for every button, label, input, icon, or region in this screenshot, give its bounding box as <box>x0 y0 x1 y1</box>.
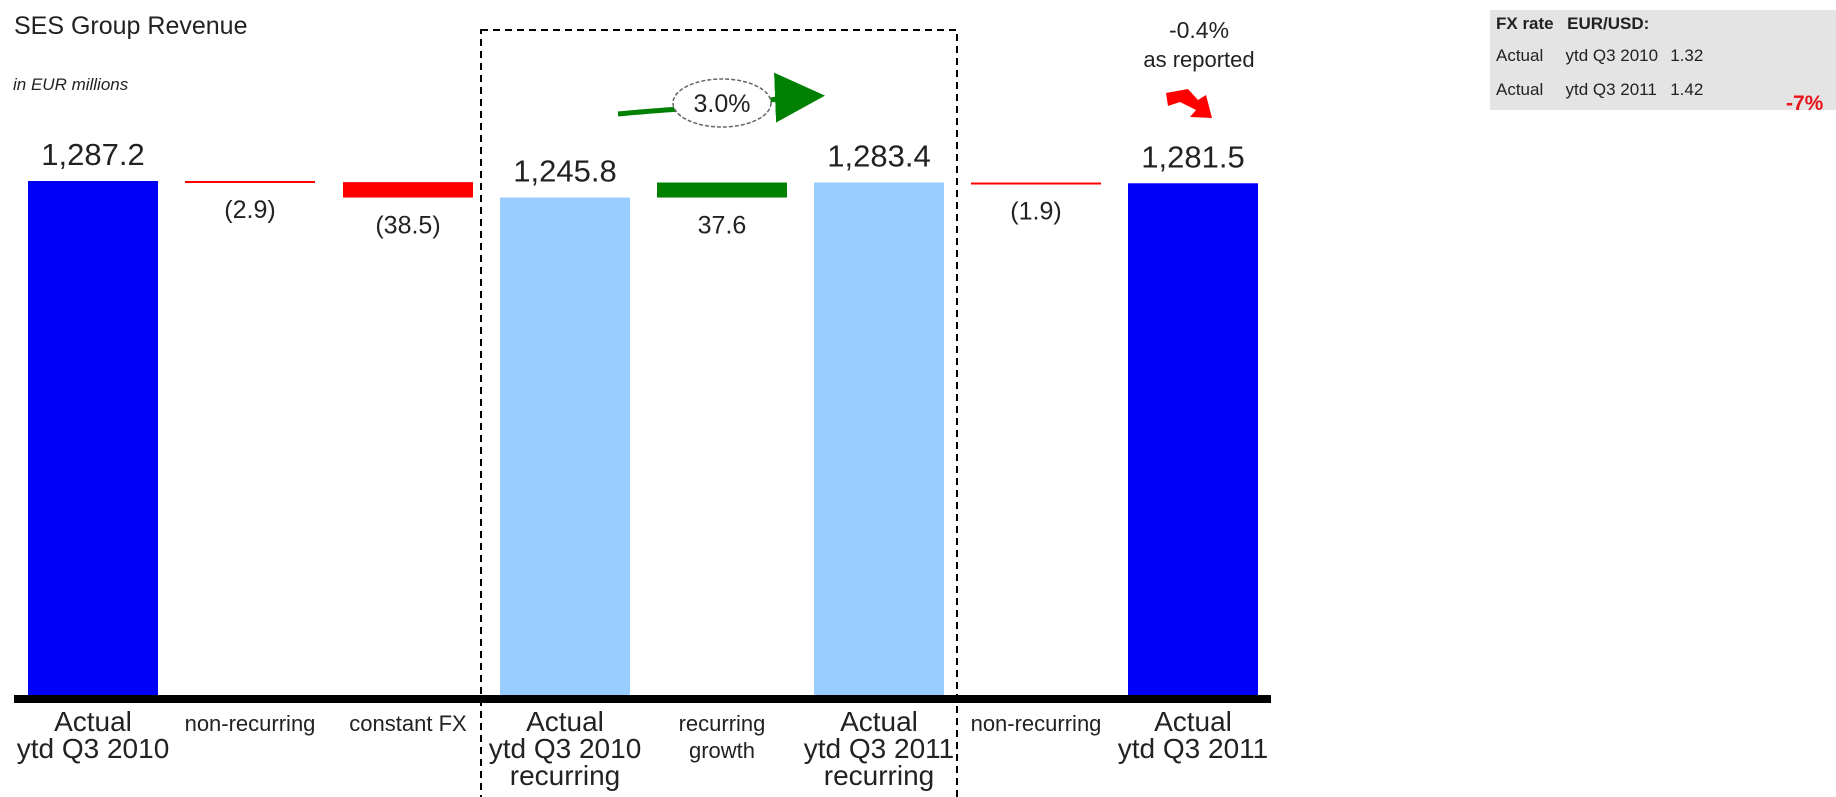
fx-row: Actual ytd Q3 2011 1.42 <box>1496 79 1703 101</box>
value-label: (38.5) <box>375 212 440 240</box>
bar-delta <box>971 183 1101 185</box>
fx-header-pair: EUR/USD: <box>1567 13 1649 35</box>
value-label: 1,281.5 <box>1141 139 1244 174</box>
category-label: non-recurring <box>185 711 316 736</box>
value-label: 37.6 <box>698 212 747 240</box>
value-label: (2.9) <box>224 196 275 224</box>
value-label: 1,283.4 <box>827 139 930 174</box>
category-label: ytd Q3 2011 <box>1118 733 1268 764</box>
fx-change-value: -7% <box>1786 92 1823 116</box>
bar-recurring <box>500 198 630 695</box>
bar-delta <box>185 181 315 183</box>
category-label: non-recurring <box>971 711 1102 736</box>
fx-row-period: ytd Q3 2010 <box>1565 45 1665 67</box>
labels-layer: 1,287.2 (2.9) (38.5) 1,245.8 37.6 1,283.4 (1.9… <box>41 137 1244 240</box>
reported-percent: -0.4% <box>1169 17 1229 43</box>
growth-percent: 3.0% <box>694 90 751 118</box>
bar-delta <box>343 182 473 197</box>
fx-row-rate: 1.32 <box>1670 45 1703 67</box>
category-label: recurring <box>679 711 766 736</box>
fx-rate-box: FX rate EUR/USD: Actual ytd Q3 2010 1.32… <box>1490 10 1836 110</box>
decline-arrow-icon <box>1166 89 1212 118</box>
fx-row-rate: 1.42 <box>1670 79 1703 101</box>
value-label: 1,245.8 <box>513 154 616 189</box>
bars-layer <box>28 181 1258 695</box>
category-label: ytd Q3 2010 <box>17 733 170 764</box>
category-label: recurring <box>824 760 934 791</box>
bar-recurring <box>814 183 944 695</box>
fx-row-label: Actual <box>1496 79 1544 101</box>
fx-row-period: ytd Q3 2011 <box>1565 79 1665 101</box>
reported-label: as reported <box>1143 47 1254 72</box>
bar-total <box>1128 183 1258 695</box>
bar-total <box>28 181 158 695</box>
fx-header-label: FX rate <box>1496 13 1554 35</box>
bar-delta <box>657 183 787 198</box>
value-label: 1,287.2 <box>41 137 144 172</box>
category-label: constant FX <box>349 711 467 736</box>
category-label: growth <box>689 738 755 763</box>
fx-row-label: Actual <box>1496 45 1544 67</box>
value-label: (1.9) <box>1010 197 1061 225</box>
category-label: recurring <box>510 760 620 791</box>
fx-row: Actual ytd Q3 2010 1.32 <box>1496 45 1703 67</box>
